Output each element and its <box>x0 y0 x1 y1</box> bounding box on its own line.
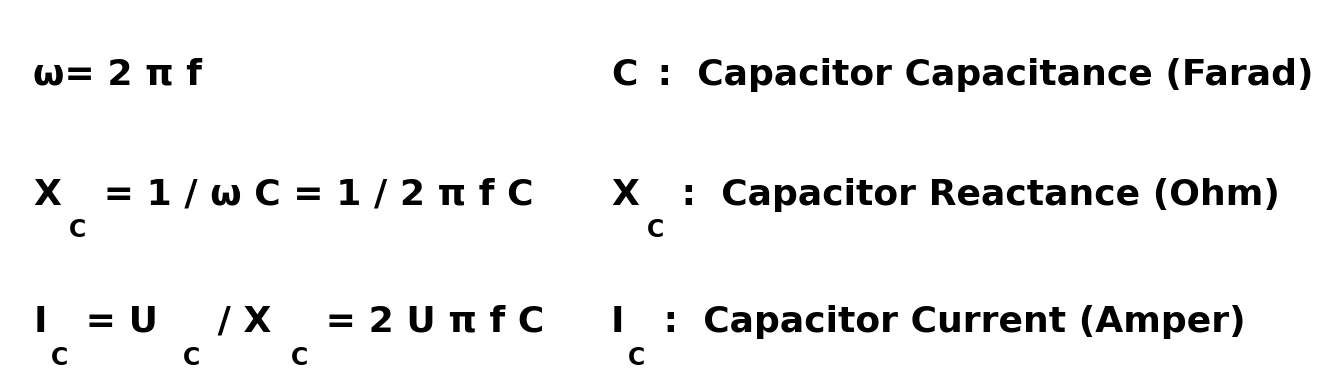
Text: C: C <box>182 346 199 370</box>
Text: :  Capacitor Reactance (Ohm): : Capacitor Reactance (Ohm) <box>669 178 1280 212</box>
Text: :  Capacitor Current (Amper): : Capacitor Current (Amper) <box>651 305 1246 339</box>
Text: C: C <box>50 346 68 370</box>
Text: ω= 2 π f: ω= 2 π f <box>33 58 202 92</box>
Text: I: I <box>33 305 46 339</box>
Text: X: X <box>611 178 639 212</box>
Text: I: I <box>611 305 624 339</box>
Text: C: C <box>69 218 86 242</box>
Text: C: C <box>611 58 637 92</box>
Text: = 2 U π f C: = 2 U π f C <box>312 305 544 339</box>
Text: / X: / X <box>205 305 271 339</box>
Text: C: C <box>291 346 308 370</box>
Text: C: C <box>647 218 664 242</box>
Text: C: C <box>628 346 645 370</box>
Text: :  Capacitor Capacitance (Farad): : Capacitor Capacitance (Farad) <box>645 58 1313 92</box>
Text: = 1 / ω C = 1 / 2 π f C: = 1 / ω C = 1 / 2 π f C <box>92 178 534 212</box>
Text: = U: = U <box>73 305 158 339</box>
Text: X: X <box>33 178 61 212</box>
